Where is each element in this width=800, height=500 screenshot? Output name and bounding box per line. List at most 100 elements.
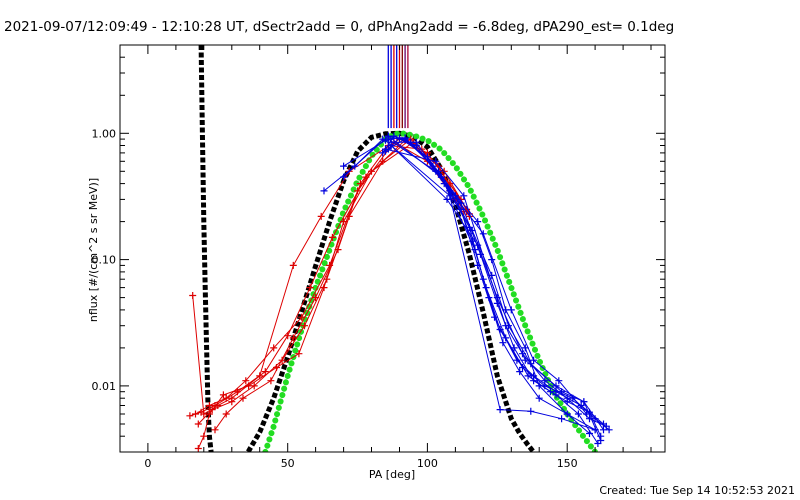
fit-curve-1 [262,130,599,452]
data-point [583,410,591,418]
x-tick-label: 100 [417,457,438,470]
data-point [284,332,292,340]
data-point [340,173,348,181]
data-point [320,284,328,292]
data-layer [186,45,613,452]
x-tick-label: 150 [557,457,578,470]
data-point [239,394,247,402]
data-point [194,445,202,452]
data-point [387,142,395,149]
data-point [396,134,403,142]
data-point [412,138,420,146]
data-point [597,437,605,444]
data-point [432,157,440,165]
data-point [328,233,336,241]
data-point [555,377,563,385]
data-point [233,388,241,396]
data-point [591,426,599,434]
series-line-15 [390,145,596,431]
data-point [320,187,328,195]
data-point [317,212,325,220]
data-point [301,322,308,330]
data-point [474,241,482,249]
reference-lines [387,45,409,129]
data-point [502,334,510,342]
data-point [197,408,205,416]
data-point [298,313,306,321]
data-point [432,167,440,175]
data-point [211,426,219,434]
footer-created: Created: Tue Sep 14 10:52:53 2021 [599,484,795,497]
data-point [289,334,297,342]
data-point [460,192,468,200]
data-point [535,382,543,390]
series-line-9 [385,137,602,437]
data-point [541,377,549,385]
data-point [574,410,582,418]
data-point [468,227,476,234]
data-point [306,284,314,292]
data-point [261,368,269,376]
data-point [552,382,560,390]
y-tick-label: 1.00 [92,127,117,140]
data-point [493,294,501,302]
y-tick-label: 0.10 [92,254,117,267]
data-point [530,356,538,364]
data-point [340,162,348,170]
data-point [356,180,364,188]
series-line-14 [343,139,604,431]
series-line-13 [387,135,590,434]
data-point [200,432,208,440]
data-point [527,407,535,415]
data-point [228,398,236,406]
data-point [295,350,303,358]
data-point [530,377,538,385]
y-axis-label: nflux [#/(cm^2 s sr MeV)] [87,178,100,322]
data-point [600,426,607,434]
data-point [519,364,526,371]
data-point [482,284,490,292]
data-point [384,135,392,143]
y-tick-label: 0.01 [92,380,117,393]
data-point [267,377,275,385]
data-point [507,306,515,314]
data-point [245,382,253,390]
data-point [491,313,498,321]
data-point [563,394,571,402]
series-line-1 [195,141,468,415]
data-point [211,402,219,409]
data-point [340,218,348,226]
series-line-16 [388,138,588,415]
data-point [521,356,529,364]
data-point [535,394,543,402]
data-point [516,368,524,376]
data-point [602,422,610,430]
data-point [443,195,451,203]
data-point [496,406,504,414]
data-point [510,344,518,352]
fit-curve-0 [198,45,536,452]
data-point [189,292,197,299]
x-tick-label: 0 [144,457,151,470]
data-point [382,145,389,153]
series-line-0 [192,138,470,415]
data-point [205,410,213,418]
data-point [222,410,230,418]
data-point [552,391,560,399]
data-point [558,415,566,423]
data-point [479,230,487,238]
data-point [194,420,202,428]
data-point [312,294,320,302]
plot-frame [119,44,666,453]
data-point [474,218,482,226]
series-line-8 [382,135,610,431]
series-line-12 [391,141,602,441]
data-point [586,430,593,437]
data-point [563,410,571,418]
chart-title: 2021-09-07/12:09:49 - 12:10:28 UT, dSect… [4,19,674,35]
axes: 0 50 100 150 0.01 0.10 1.00 [92,44,666,470]
data-point [289,261,297,269]
data-point [401,135,409,143]
